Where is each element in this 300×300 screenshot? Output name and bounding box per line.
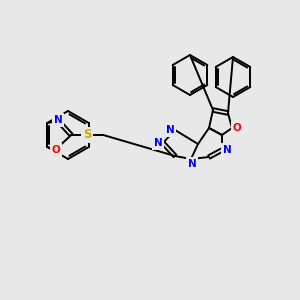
Text: S: S — [83, 128, 92, 142]
Text: O: O — [52, 145, 61, 155]
Text: N: N — [154, 138, 162, 148]
Text: N: N — [166, 125, 174, 135]
Text: O: O — [232, 123, 242, 133]
Text: N: N — [54, 115, 63, 125]
Text: N: N — [188, 159, 196, 169]
Text: N: N — [223, 145, 231, 155]
